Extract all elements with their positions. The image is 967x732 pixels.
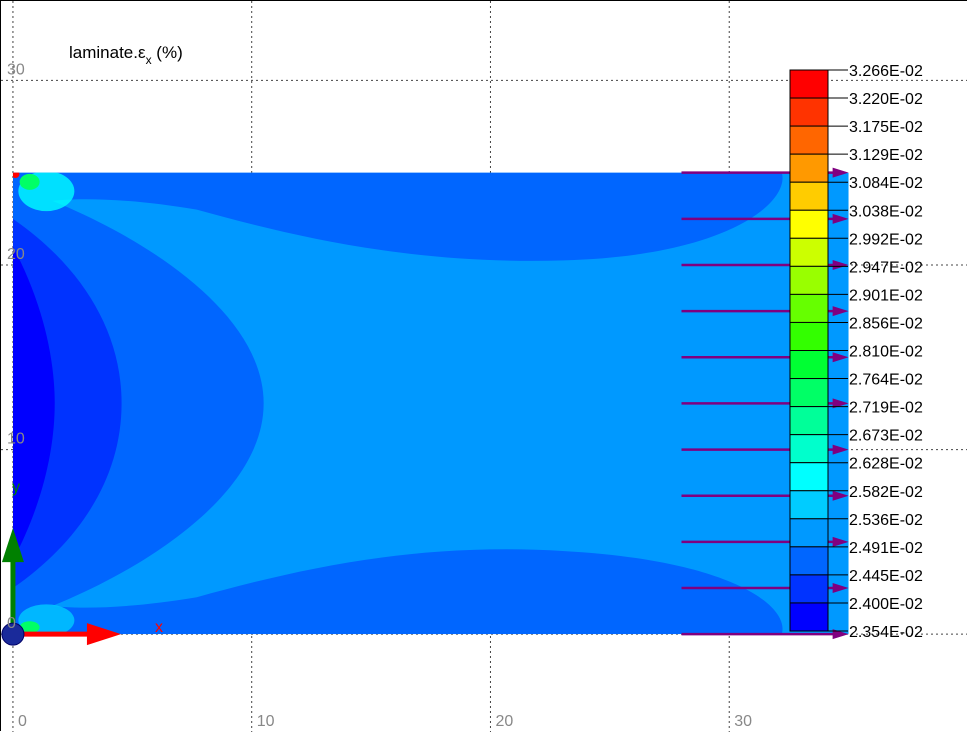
field-left-band-3 xyxy=(12,246,55,561)
colorbar-swatch xyxy=(789,350,829,380)
colorbar-label: 3.220E-02 xyxy=(849,91,923,108)
colorbar-label: 3.266E-02 xyxy=(849,63,923,80)
colorbar-label: 2.764E-02 xyxy=(849,372,923,389)
colorbar-label: 2.947E-02 xyxy=(849,259,923,276)
load-arrow-head xyxy=(832,629,849,640)
colorbar-label: 2.536E-02 xyxy=(849,512,923,529)
colorbar-label: 2.856E-02 xyxy=(849,315,923,332)
x-tick-label: 20 xyxy=(495,713,513,730)
colorbar-swatch xyxy=(789,546,829,576)
y-tick-label: 10 xyxy=(7,431,25,448)
y-tick-label: 30 xyxy=(7,61,25,78)
load-arrow-head xyxy=(832,398,849,409)
load-arrow-head xyxy=(832,444,849,455)
chart-title: laminate.εx (%) xyxy=(69,43,183,67)
colorbar-swatch xyxy=(789,265,829,295)
x-axis-label: x xyxy=(155,619,163,636)
corner-spot-bottom-core xyxy=(19,621,40,634)
y-axis-arrow-head xyxy=(1,528,24,563)
colorbar-swatch xyxy=(789,321,829,352)
colorbar: 3.266E-02 3.220E-02 3.175E-02 3.129E-02 3.08… xyxy=(789,63,923,641)
colorbar-swatch xyxy=(789,378,829,408)
load-arrow-head xyxy=(832,536,849,547)
colorbar-label: 2.673E-02 xyxy=(849,428,923,445)
x-tick-label: 10 xyxy=(257,713,275,730)
corner-spot-top-core xyxy=(19,173,40,190)
field-top-lobe xyxy=(12,172,783,261)
colorbar-label: 3.175E-02 xyxy=(849,119,923,136)
y-axis-label: y xyxy=(12,479,20,496)
colorbar-label: 2.400E-02 xyxy=(849,596,923,613)
load-arrow-head xyxy=(832,490,849,501)
colorbar-swatch xyxy=(789,69,829,99)
colorbar-label: 2.810E-02 xyxy=(849,344,923,361)
colorbar-label: 2.354E-02 xyxy=(849,624,923,641)
colorbar-label: 2.628E-02 xyxy=(849,456,923,473)
colorbar-label: 2.445E-02 xyxy=(849,568,923,585)
colorbar-swatch xyxy=(789,462,829,492)
colorbar-label: 2.992E-02 xyxy=(849,231,923,248)
x-tick-label: 0 xyxy=(18,713,27,730)
origin-marker xyxy=(1,622,25,646)
colorbar-label: 2.582E-02 xyxy=(849,484,923,501)
x-tick-label: 30 xyxy=(734,713,752,730)
load-arrow-head xyxy=(832,306,849,317)
colorbar-swatch xyxy=(789,518,829,548)
colorbar-label: 3.129E-02 xyxy=(849,147,923,164)
colorbar-swatch xyxy=(789,181,829,211)
load-arrow-head xyxy=(832,259,849,270)
y-tick-label: 0 xyxy=(7,615,16,632)
colorbar-label: 3.038E-02 xyxy=(849,203,923,220)
load-arrow-head xyxy=(832,167,849,178)
colorbar-swatch xyxy=(789,574,829,604)
load-arrow-head xyxy=(832,352,849,363)
colorbar-label: 3.084E-02 xyxy=(849,175,923,192)
y-tick-label: 20 xyxy=(7,246,25,263)
colorbar-swatch xyxy=(789,406,829,436)
x-axis-arrow-head xyxy=(86,623,121,646)
colorbar-label: 2.901E-02 xyxy=(849,287,923,304)
field-left-band-2 xyxy=(12,218,122,589)
axes-triad: xy xyxy=(1,479,163,646)
colorbar-swatch xyxy=(789,434,829,464)
colorbar-label: 2.491E-02 xyxy=(849,540,923,557)
load-arrow-head xyxy=(832,213,849,224)
colorbar-swatch xyxy=(789,125,829,155)
colorbar-swatch xyxy=(789,490,829,520)
tick-labels: 0102030400102030 xyxy=(7,61,752,730)
colorbar-swatch xyxy=(789,602,829,632)
corner-spot-top-peak xyxy=(12,172,20,179)
field-bottom-lobe xyxy=(12,549,783,635)
strain-field xyxy=(12,172,849,635)
load-arrow-head xyxy=(832,583,849,594)
colorbar-swatch xyxy=(789,237,829,267)
colorbar-swatch xyxy=(789,153,829,183)
colorbar-swatch xyxy=(789,209,829,239)
colorbar-swatch xyxy=(789,97,829,127)
colorbar-swatch xyxy=(789,293,829,323)
colorbar-label: 2.719E-02 xyxy=(849,400,923,417)
